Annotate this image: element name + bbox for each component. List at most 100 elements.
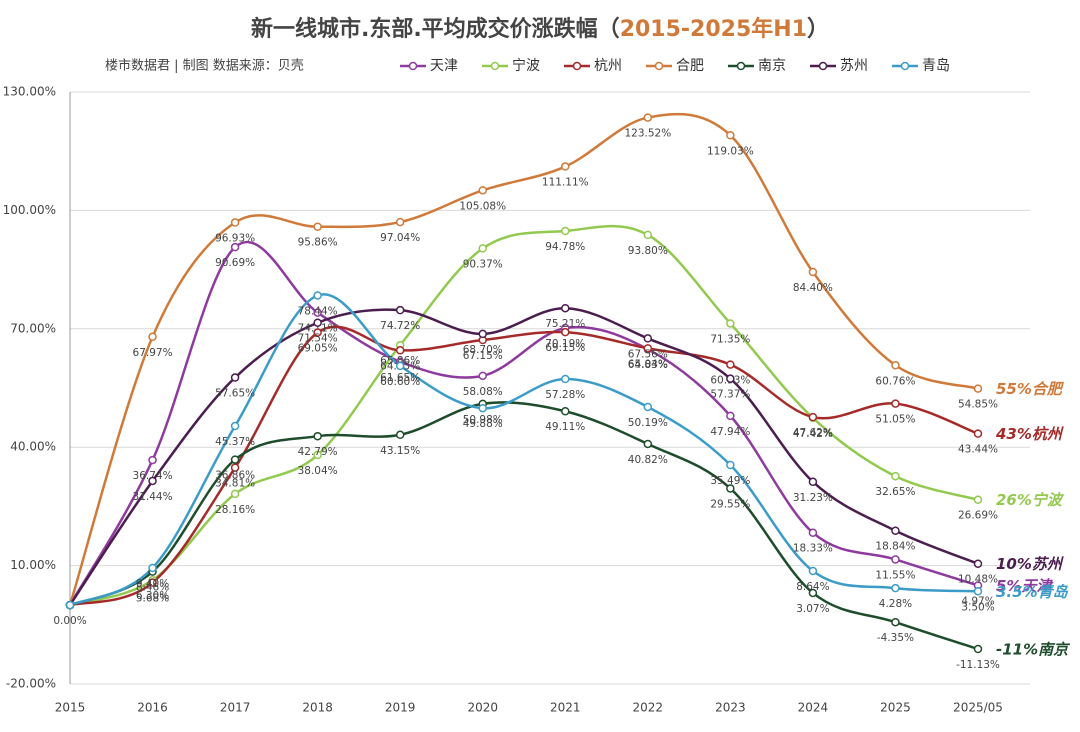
legend-label: 苏州: [840, 58, 868, 74]
legend-label: 杭州: [594, 58, 622, 74]
chart-title: 新一线城市.东部.平均成交价涨跌幅（2015-2025年H1）: [251, 16, 829, 42]
data-point: [313, 450, 322, 460]
legend-label: 合肥: [676, 58, 704, 74]
x-tick-label: 2015: [55, 701, 86, 715]
data-point: [726, 374, 735, 383]
data-label: 94.78%: [545, 241, 585, 253]
data-label: 3.07%: [796, 603, 829, 615]
data-point: [726, 360, 735, 369]
data-label: 38.04%: [298, 465, 338, 477]
data-point: [230, 463, 240, 472]
data-label: 84.40%: [793, 282, 833, 294]
data-point: [561, 406, 570, 416]
data-point: [808, 588, 818, 598]
y-tick-label: 70.00%: [10, 321, 56, 335]
data-label: 40.82%: [628, 454, 668, 466]
data-label: 11.55%: [875, 569, 915, 581]
data-label: 71.35%: [710, 333, 750, 345]
end-label: 55%合肥: [996, 380, 1065, 398]
end-label: 43%杭州: [995, 425, 1064, 443]
data-point: [726, 484, 735, 493]
y-tick-label: 10.00%: [10, 558, 56, 572]
data-label: 45.37%: [215, 436, 255, 448]
data-label: 57.28%: [545, 389, 585, 401]
end-label: 3.5%青岛: [996, 583, 1069, 601]
data-label: 6.30%: [136, 590, 169, 602]
data-point: [643, 439, 653, 449]
data-label: 10.48%: [958, 574, 998, 586]
data-point: [643, 344, 653, 353]
data-point: [643, 230, 653, 240]
data-point: [395, 361, 405, 371]
legend-marker: [818, 61, 828, 71]
legend-marker: [654, 61, 664, 71]
data-label: 8.64%: [796, 581, 829, 593]
data-point: [478, 186, 487, 195]
data-point: [148, 578, 157, 587]
data-label: 65.86%: [380, 355, 420, 367]
data-point: [313, 291, 322, 300]
data-label: -4.35%: [877, 632, 914, 644]
data-label: 96.93%: [215, 233, 255, 245]
x-tick-label: 2024: [798, 701, 829, 715]
data-point: [230, 373, 240, 382]
x-tick-label: 2016: [137, 701, 168, 715]
x-tick-label: 2018: [302, 701, 333, 715]
data-label: 74.72%: [380, 320, 420, 332]
data-label: 8.46%: [136, 582, 169, 594]
data-label: 32.65%: [875, 486, 915, 498]
y-tick-label: 40.00%: [10, 440, 56, 454]
data-point: [561, 374, 570, 384]
legend-label: 南京: [758, 58, 786, 74]
data-label: 58.08%: [463, 386, 503, 398]
data-point: [313, 308, 322, 317]
data-label: 61.65%: [380, 372, 420, 384]
end-label: 10%苏州: [996, 555, 1064, 573]
data-label: 65.04%: [628, 358, 668, 370]
data-point: [891, 555, 900, 564]
data-label: 93.80%: [628, 245, 668, 257]
data-point: [726, 319, 735, 328]
data-label: 69.05%: [298, 343, 338, 355]
data-label: 64.83%: [628, 359, 668, 371]
data-point: [561, 226, 570, 236]
data-label: 90.37%: [463, 258, 503, 270]
data-point: [973, 644, 983, 654]
data-point: [395, 430, 405, 440]
title-highlight: 2015-2025年H1: [620, 16, 807, 42]
data-label: 4.28%: [879, 598, 912, 610]
data-label: 60.60%: [380, 376, 420, 388]
data-point: [478, 403, 487, 413]
data-label: 50.98%: [463, 414, 503, 426]
data-label: 51.05%: [875, 414, 915, 426]
data-label: 0.00%: [53, 615, 86, 627]
data-point: [643, 402, 653, 412]
data-label: 36.86%: [215, 470, 255, 482]
data-point: [313, 222, 322, 231]
legend-label: 青岛: [922, 58, 950, 74]
data-point: [808, 412, 818, 422]
data-point: [643, 113, 653, 122]
data-label: 123.52%: [624, 128, 671, 140]
data-label: 60.76%: [875, 375, 915, 387]
data-label: 5.68%: [136, 593, 169, 605]
data-point: [973, 587, 983, 596]
data-label: 42.79%: [298, 446, 338, 458]
data-point: [891, 617, 900, 627]
data-point: [313, 328, 322, 337]
data-point: [230, 489, 240, 499]
data-label: 9.40%: [136, 578, 169, 590]
data-point: [726, 411, 735, 421]
data-point: [891, 399, 900, 408]
data-label: 29.55%: [710, 498, 750, 510]
x-tick-label: 2021: [550, 701, 581, 715]
legend-marker: [736, 61, 746, 71]
y-tick-label: 130.00%: [3, 85, 56, 99]
data-label: 43.44%: [958, 444, 998, 456]
data-point: [726, 131, 735, 140]
data-point: [65, 600, 75, 610]
legend-marker: [900, 61, 910, 71]
x-tick-label: 2020: [467, 701, 498, 715]
data-point: [726, 460, 735, 470]
data-label: 4.97%: [961, 595, 994, 607]
